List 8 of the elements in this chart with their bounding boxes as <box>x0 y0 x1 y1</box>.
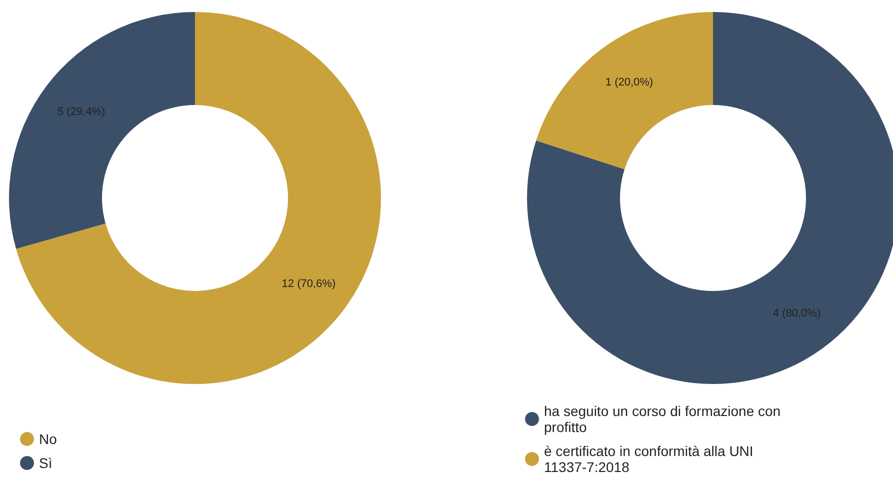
legend-label: No <box>39 431 58 447</box>
data-label: 1 (20,0%) <box>605 76 654 89</box>
data-label: 4 (80,0%) <box>772 307 821 320</box>
legend-label: Sì <box>39 455 52 471</box>
legend-label: ha seguito un corso di formazione con profitto <box>544 403 784 435</box>
data-label: 5 (29,4%) <box>57 106 106 118</box>
legend-label: è certificato in conformità alla UNI 11337-7:2018 <box>544 443 758 475</box>
data-label: 12 (70,6%) <box>282 278 336 290</box>
